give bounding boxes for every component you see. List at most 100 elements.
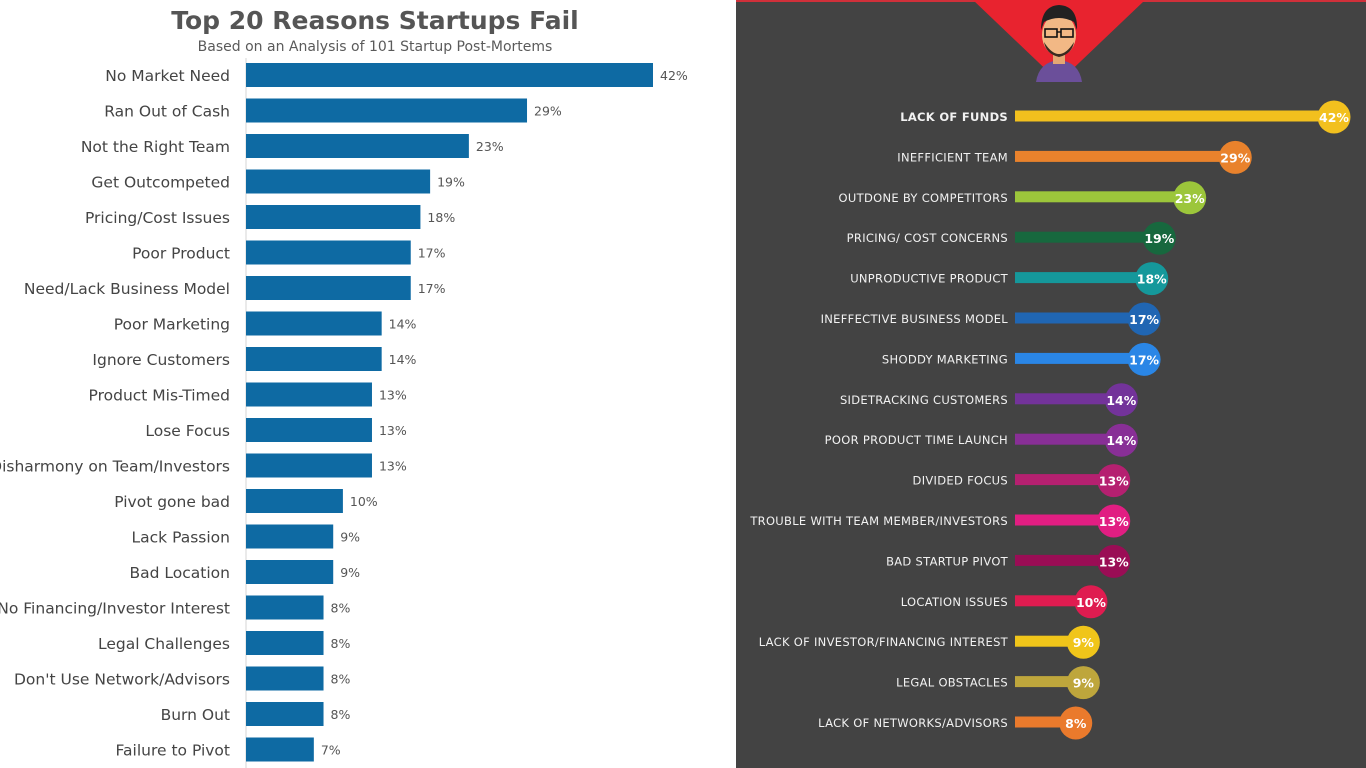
category-label: UNPRODUCTIVE PRODUCT	[850, 272, 1008, 286]
bar-end-circle	[1135, 262, 1169, 296]
bar-end-circle	[1127, 342, 1161, 376]
category-label: Disharmony on Team/Investors	[0, 458, 230, 476]
category-label: Burn Out	[161, 706, 230, 724]
category-label: Lack Passion	[132, 529, 230, 547]
value-label: 7%	[321, 743, 341, 758]
value-label: 19%	[437, 175, 465, 190]
chart-subtitle: Based on an Analysis of 101 Startup Post…	[197, 39, 553, 55]
value-label: 13%	[1099, 514, 1129, 529]
bar	[1015, 716, 1076, 728]
bar-end-circle	[1066, 666, 1100, 700]
bar	[246, 595, 324, 620]
value-label: 10%	[1076, 595, 1106, 610]
bar	[246, 63, 653, 87]
value-label: 17%	[1129, 352, 1159, 367]
value-label: 23%	[476, 139, 504, 154]
bar	[246, 205, 421, 229]
bar	[246, 489, 343, 513]
value-label: 8%	[331, 636, 351, 651]
category-label: DIVIDED FOCUS	[913, 474, 1008, 488]
category-label: No Financing/Investor Interest	[0, 600, 230, 618]
category-label: POOR PRODUCT TIME LAUNCH	[825, 433, 1008, 447]
value-label: 8%	[331, 601, 351, 616]
value-label: 9%	[1073, 635, 1095, 650]
bar-end-circle	[1218, 140, 1252, 174]
bar	[246, 169, 431, 194]
category-label: No Market Need	[105, 67, 230, 85]
bar	[246, 737, 314, 762]
category-label: TROUBLE WITH TEAM MEMBER/INVESTORS	[749, 514, 1008, 528]
category-label: Pivot gone bad	[114, 493, 230, 511]
bar	[1015, 393, 1122, 405]
avatar-glasses-left	[1044, 28, 1058, 38]
bar	[1015, 191, 1190, 203]
bar	[246, 347, 382, 371]
chart-title: Top 20 Reasons Startups Fail	[171, 6, 579, 35]
value-label: 13%	[379, 388, 407, 403]
bar-end-circle	[1127, 302, 1161, 336]
avatar-face	[1042, 14, 1076, 56]
bar	[246, 524, 334, 549]
value-label: 13%	[379, 459, 407, 474]
bar	[246, 418, 372, 442]
bar-end-circle	[1097, 464, 1131, 498]
category-label: Bad Location	[130, 564, 230, 582]
value-label: 10%	[350, 494, 378, 509]
category-label: Failure to Pivot	[116, 742, 230, 760]
category-label: Ran Out of Cash	[104, 103, 230, 121]
bar	[246, 276, 411, 300]
bar-end-circle	[1173, 181, 1207, 215]
value-label: 14%	[389, 352, 417, 367]
category-label: Get Outcompeted	[91, 174, 230, 192]
value-label: 42%	[1319, 110, 1349, 125]
category-label: SHODDY MARKETING	[882, 352, 1008, 366]
bar	[1015, 312, 1145, 324]
bar	[246, 134, 469, 158]
category-label: Don't Use Network/Advisors	[14, 671, 230, 689]
left-bar-chart: No Market Need 42% Ran Out of Cash 29% Not t…	[0, 58, 688, 768]
avatar-beard	[1044, 42, 1074, 57]
bar	[246, 382, 372, 407]
category-label: Poor Marketing	[114, 316, 230, 334]
avatar-shirt	[1036, 60, 1082, 82]
bar	[1015, 514, 1114, 526]
value-label: 9%	[1073, 676, 1095, 691]
bar	[246, 98, 528, 123]
bar	[1015, 272, 1152, 284]
bar	[246, 702, 324, 726]
category-label: Lose Focus	[145, 422, 230, 440]
category-label: LOCATION ISSUES	[901, 595, 1008, 609]
category-label: Product Mis-Timed	[89, 387, 230, 405]
bar-end-circle	[1104, 383, 1138, 417]
value-label: 13%	[379, 423, 407, 438]
category-label: INEFFICIENT TEAM	[897, 150, 1008, 164]
bar	[1015, 595, 1091, 607]
value-label: 42%	[660, 68, 688, 83]
value-label: 13%	[1099, 474, 1129, 489]
value-label: 8%	[331, 707, 351, 722]
value-label: 17%	[1129, 312, 1159, 327]
value-label: 19%	[1144, 231, 1174, 246]
bar	[1015, 150, 1236, 162]
value-label: 14%	[1106, 393, 1136, 408]
category-label: PRICING/ COST CONCERNS	[847, 231, 1008, 245]
value-label: 23%	[1175, 191, 1205, 206]
bar-end-circle	[1097, 504, 1131, 538]
value-label: 14%	[1106, 433, 1136, 448]
bar	[246, 560, 334, 584]
bar-end-circle	[1074, 585, 1108, 619]
bar	[1015, 110, 1334, 122]
bar	[246, 453, 372, 478]
bar	[1015, 635, 1084, 647]
bar	[246, 666, 324, 691]
avatar-glasses-right	[1060, 28, 1074, 38]
avatar-icon	[1036, 5, 1082, 82]
value-label: 17%	[418, 281, 446, 296]
bar-end-circle	[1059, 706, 1093, 740]
left-chart-panel: Top 20 Reasons Startups Fail Based on an…	[0, 6, 688, 768]
right-chart-panel: 42% LACK OF FUNDS 29% INEFFICIENT TEAM 23% OU…	[736, 0, 1366, 768]
value-label: 14%	[389, 317, 417, 332]
right-bar-chart: 42% LACK OF FUNDS 29% INEFFICIENT TEAM 23% OU…	[749, 0, 1351, 740]
category-label: Ignore Customers	[92, 351, 230, 369]
category-label: Not the Right Team	[81, 138, 230, 156]
